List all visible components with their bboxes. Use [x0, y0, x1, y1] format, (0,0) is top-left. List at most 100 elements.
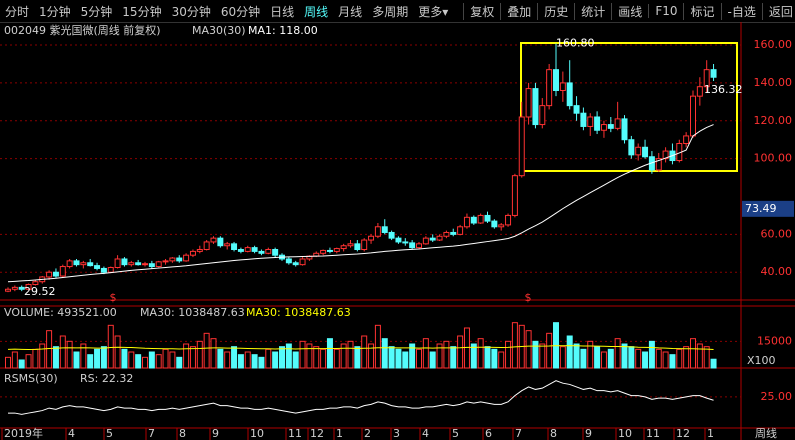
candle-body — [25, 284, 32, 290]
toolbar-tab[interactable]: F10 — [648, 4, 683, 18]
toolbar-tab[interactable]: -自选 — [720, 2, 762, 20]
volume-bar — [463, 327, 470, 369]
candle-body — [326, 249, 333, 252]
volume-bar — [525, 330, 532, 369]
x-tick-label: 5 — [452, 427, 459, 440]
toolbar-tab[interactable]: 多周期 — [372, 4, 409, 19]
candle-body — [73, 260, 80, 266]
volume-bar — [231, 346, 238, 369]
toolbar-tab[interactable]: 60分钟 — [220, 4, 261, 19]
volume-bar — [5, 356, 11, 369]
candle-body — [381, 226, 388, 233]
toolbar-tab[interactable]: 30分钟 — [171, 4, 211, 19]
candle-body — [183, 254, 190, 262]
ma-line — [7, 124, 714, 283]
volume-bar — [368, 343, 375, 369]
volume-bar — [251, 354, 258, 369]
candle-body — [368, 235, 375, 241]
candle-body — [94, 265, 101, 269]
volume-bar — [128, 351, 135, 369]
toolbar-tab[interactable]: 复权 — [463, 2, 500, 20]
toolbar-tab[interactable]: 更多▾ — [418, 4, 449, 19]
x-tick-label: 2019年 — [4, 426, 43, 440]
volume-bar — [326, 338, 333, 369]
volume-bar — [361, 335, 368, 369]
volume-bar — [347, 340, 354, 369]
volume-ma-title: MA30: 1038487.63 — [140, 306, 245, 319]
volume-bar — [114, 335, 121, 369]
candle-body — [5, 288, 11, 292]
volume-bar — [306, 343, 313, 369]
period-label: 周线 — [755, 426, 777, 440]
y-tick-label: 160.00 — [754, 38, 793, 51]
volume-bar — [662, 351, 669, 369]
toolbar-tab[interactable]: 返回 — [761, 2, 795, 20]
candle-body — [148, 263, 155, 268]
toolbar-tab[interactable]: 标记 — [683, 2, 720, 20]
volume-bar — [107, 324, 114, 369]
candle-body — [388, 231, 395, 239]
volume-bar — [237, 354, 244, 369]
volume-bar — [46, 330, 53, 369]
candle-body — [559, 82, 566, 91]
x-tick-label: 9 — [585, 427, 592, 440]
volume-bar — [18, 359, 25, 369]
volume-bar — [354, 346, 361, 369]
candle-body — [237, 249, 244, 252]
toolbar-tab[interactable]: 统计 — [574, 2, 611, 20]
candle-body — [361, 239, 368, 251]
volume-bar — [279, 346, 285, 369]
toolbar-tab[interactable]: 周线 — [304, 4, 329, 19]
volume-bar — [217, 348, 224, 369]
volume-ma-title: MA30: 1038487.63 — [246, 306, 351, 319]
volume-bar — [696, 343, 703, 369]
cursor-label: 73.49 — [745, 202, 777, 215]
marker: $ — [525, 291, 532, 304]
volume-bar — [285, 343, 292, 369]
volume-unit: X100 — [747, 354, 776, 367]
y-tick-label: 25.00 — [761, 390, 793, 403]
ma-value: MA1: 118.00 — [248, 24, 318, 37]
volume-bar — [559, 346, 566, 369]
candle-body — [580, 112, 587, 127]
toolbar-tab[interactable]: 15分钟 — [122, 4, 162, 19]
candle-body — [231, 243, 238, 251]
candle-body — [114, 258, 121, 268]
volume-bar — [416, 348, 422, 369]
candle-body — [251, 247, 258, 252]
toolbar-tab[interactable]: 5分钟 — [80, 4, 113, 19]
candle-body — [642, 146, 649, 158]
candle-body — [553, 69, 559, 91]
volume-bar — [642, 351, 649, 369]
candle-body — [285, 258, 292, 264]
candle-body — [395, 237, 402, 243]
toolbar-tab[interactable]: 1分钟 — [39, 4, 71, 19]
toolbar-tab[interactable]: 日线 — [270, 4, 295, 19]
toolbar-tab[interactable]: 历史 — [537, 2, 574, 20]
volume-bar — [80, 343, 87, 369]
candle-body — [436, 235, 443, 241]
x-tick-label: 1 — [707, 427, 714, 440]
toolbar-tab[interactable]: 分时 — [5, 4, 30, 19]
candle-body — [443, 231, 450, 237]
rs-value: RS: 22.32 — [80, 372, 133, 385]
volume-bar — [498, 351, 505, 369]
x-tick-label: 11 — [288, 427, 302, 440]
volume-bar — [87, 354, 94, 369]
toolbar-tab[interactable]: 月线 — [338, 4, 363, 19]
volume-bar — [532, 340, 539, 369]
toolbar-tab[interactable]: 叠加 — [500, 2, 537, 20]
volume-bar — [635, 348, 642, 369]
candle-body — [607, 124, 614, 129]
candle-body — [66, 260, 73, 268]
x-tick-label: 11 — [646, 427, 660, 440]
candle-body — [196, 249, 203, 252]
candle-body — [690, 95, 696, 137]
x-tick-label: 2 — [364, 427, 371, 440]
candle-body — [457, 226, 464, 235]
volume-bar — [340, 343, 347, 369]
candle-body — [32, 281, 39, 286]
toolbar-tab[interactable]: 画线 — [611, 2, 648, 20]
candle-body — [46, 271, 53, 278]
candle-body — [52, 271, 59, 277]
